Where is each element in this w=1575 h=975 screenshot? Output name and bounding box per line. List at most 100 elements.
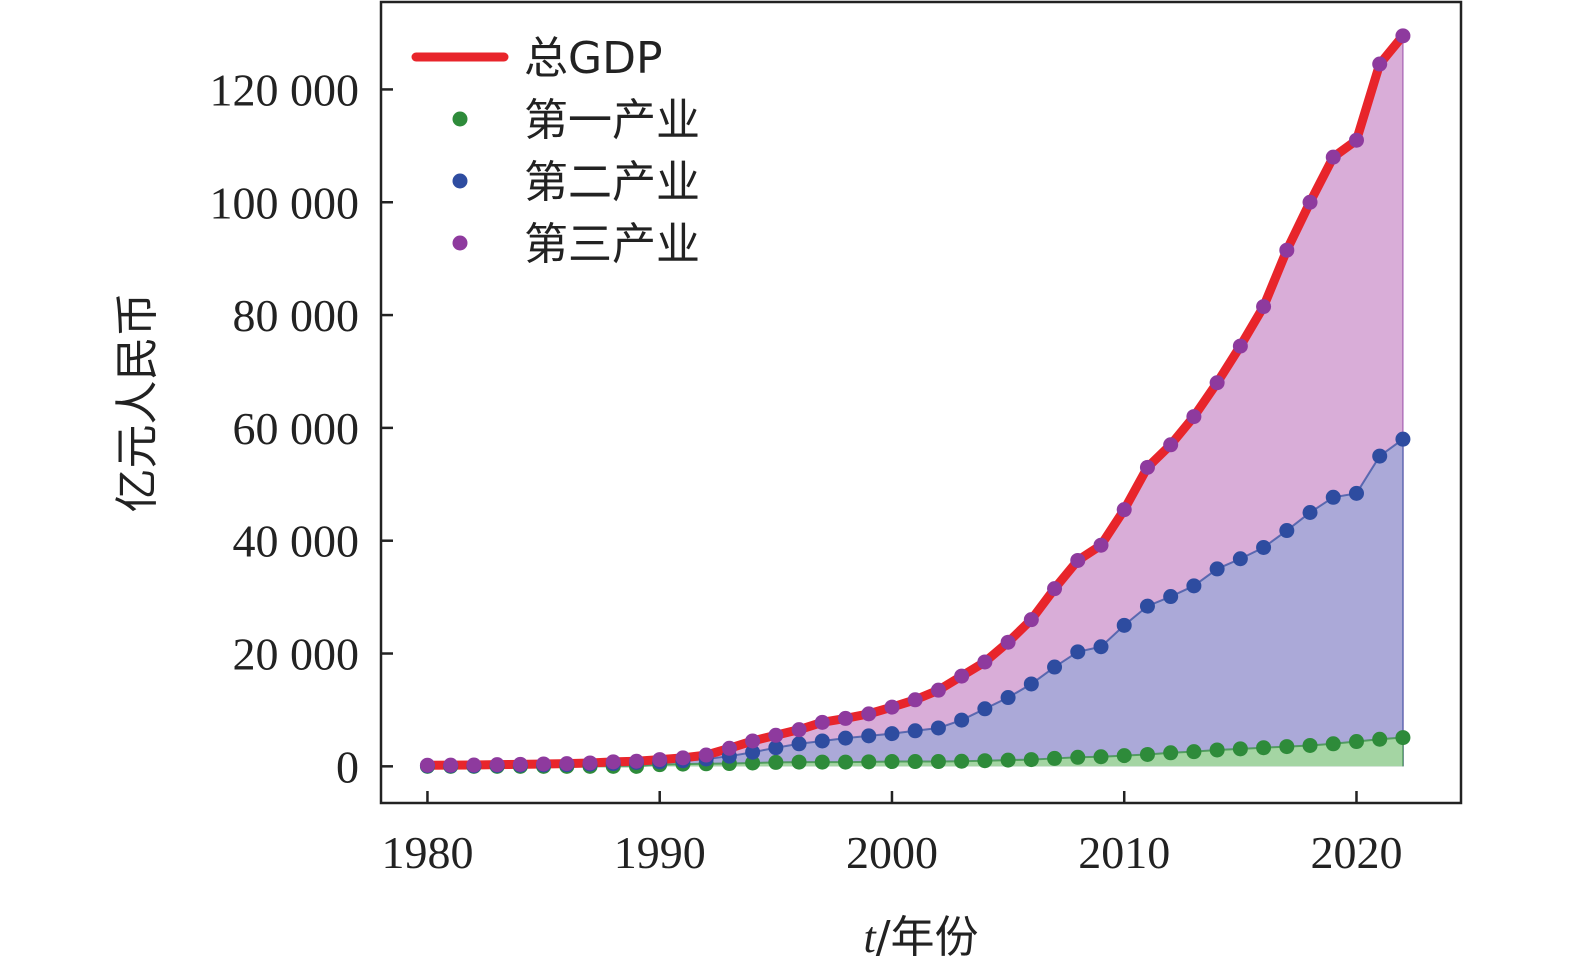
marker-secondary: [861, 728, 877, 744]
legend-label: 第一产业: [524, 95, 700, 146]
marker-tertiary: [1232, 338, 1248, 354]
x-tick-label: 2010: [1078, 827, 1170, 878]
marker-tertiary: [1000, 634, 1016, 650]
marker-secondary: [1023, 676, 1039, 692]
marker-tertiary: [954, 668, 970, 684]
y-tick-label: 120 000: [210, 64, 360, 115]
marker-secondary: [1163, 589, 1179, 605]
marker-primary: [930, 754, 946, 770]
marker-primary: [1302, 737, 1318, 753]
marker-primary: [861, 754, 877, 770]
marker-tertiary: [884, 699, 900, 715]
marker-secondary: [884, 726, 900, 742]
marker-tertiary: [1372, 56, 1388, 72]
marker-secondary: [977, 701, 993, 717]
marker-tertiary: [1163, 437, 1179, 453]
marker-tertiary: [930, 682, 946, 698]
legend-label: 第二产业: [524, 157, 700, 208]
marker-primary: [768, 754, 784, 770]
marker-secondary: [1047, 659, 1063, 675]
area-tertiary: [427, 35, 1403, 767]
legend-marker-swatch: [452, 111, 468, 127]
y-axis-title: 亿元人民币: [112, 293, 163, 513]
marker-secondary: [1279, 523, 1295, 539]
marker-primary: [1279, 739, 1295, 755]
marker-primary: [1047, 750, 1063, 766]
y-tick-label: 100 000: [210, 177, 360, 228]
marker-secondary: [1186, 578, 1202, 594]
x-axis-title: t/年份: [863, 912, 978, 963]
marker-secondary: [1395, 431, 1411, 447]
marker-primary: [1325, 736, 1341, 752]
marker-primary: [1070, 749, 1086, 765]
marker-primary: [907, 754, 923, 770]
marker-secondary: [1325, 489, 1341, 505]
marker-secondary: [838, 730, 854, 746]
marker-secondary: [1348, 485, 1364, 501]
marker-secondary: [814, 733, 830, 749]
marker-primary: [884, 754, 900, 770]
series-markers: [419, 28, 1411, 774]
marker-tertiary: [1325, 149, 1341, 165]
marker-tertiary: [512, 756, 528, 772]
y-tick-label: 0: [336, 741, 359, 792]
y-tick-label: 80 000: [233, 290, 360, 341]
marker-primary: [1209, 742, 1225, 758]
marker-tertiary: [536, 756, 552, 772]
marker-primary: [1256, 740, 1272, 756]
marker-tertiary: [1348, 132, 1364, 148]
marker-primary: [1000, 752, 1016, 768]
marker-primary: [1163, 745, 1179, 761]
marker-tertiary: [559, 756, 575, 772]
marker-secondary: [768, 740, 784, 756]
x-axis: 1980 1990 2000 2010 2020: [381, 791, 1402, 878]
marker-tertiary: [721, 740, 737, 756]
marker-primary: [1093, 749, 1109, 765]
marker-secondary: [907, 723, 923, 739]
x-axis-title-variable: t: [863, 913, 877, 962]
marker-secondary: [954, 712, 970, 728]
marker-tertiary: [1093, 537, 1109, 553]
marker-tertiary: [814, 714, 830, 730]
marker-primary: [1348, 734, 1364, 750]
marker-primary: [1116, 748, 1132, 764]
marker-tertiary: [1070, 552, 1086, 568]
marker-tertiary: [907, 692, 923, 708]
marker-tertiary: [582, 755, 598, 771]
marker-tertiary: [1395, 28, 1411, 44]
marker-tertiary: [652, 752, 668, 768]
series-areas: [427, 35, 1404, 767]
marker-primary: [977, 753, 993, 769]
marker-tertiary: [1116, 502, 1132, 518]
marker-tertiary: [1139, 459, 1155, 475]
marker-tertiary: [838, 710, 854, 726]
marker-tertiary: [466, 757, 482, 773]
marker-secondary: [745, 744, 761, 760]
marker-tertiary: [419, 757, 435, 773]
marker-primary: [1139, 746, 1155, 762]
marker-tertiary: [489, 757, 505, 773]
marker-primary: [838, 754, 854, 770]
marker-tertiary: [768, 727, 784, 743]
marker-tertiary: [605, 754, 621, 770]
marker-tertiary: [1256, 299, 1272, 315]
legend-label: 总GDP: [524, 33, 663, 84]
plot-frame: [379, 0, 1463, 805]
marker-secondary: [1256, 539, 1272, 555]
marker-tertiary: [1302, 194, 1318, 210]
marker-secondary: [1372, 448, 1388, 464]
marker-tertiary: [861, 706, 877, 722]
marker-secondary: [1116, 617, 1132, 633]
marker-primary: [1232, 741, 1248, 757]
legend-marker-swatch: [452, 235, 468, 251]
marker-tertiary: [443, 757, 459, 773]
marker-tertiary: [1209, 375, 1225, 391]
x-tick-label: 2000: [846, 827, 938, 878]
marker-secondary: [1232, 551, 1248, 567]
x-tick-label: 1990: [614, 827, 706, 878]
marker-tertiary: [745, 733, 761, 749]
y-tick-label: 40 000: [233, 516, 360, 567]
